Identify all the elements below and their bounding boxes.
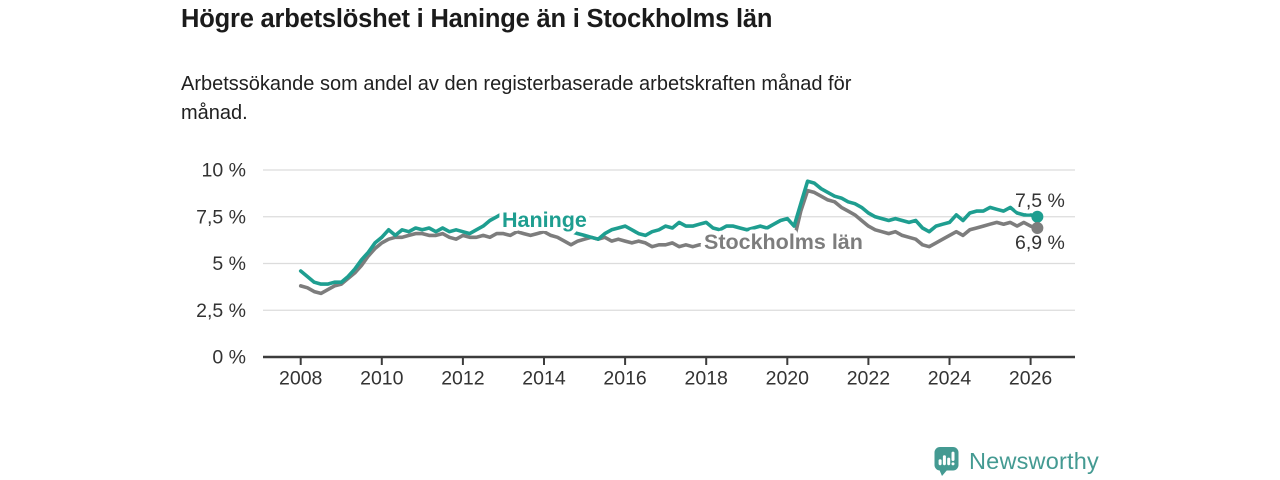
haninge-line: [298, 179, 1040, 286]
x-tick-label: 2022: [847, 368, 890, 390]
x-tick-label: 2026: [1009, 368, 1052, 390]
stockholms-lan-line: [298, 188, 1040, 296]
x-tick-label: 2024: [928, 368, 972, 390]
end-value-label-haninge: 7,5 %: [1015, 190, 1065, 212]
x-tick-label: 2010: [360, 368, 404, 390]
x-tick-label: 2016: [603, 368, 646, 390]
series-label-haninge: Haninge: [502, 208, 587, 232]
x-tick-label: 2014: [522, 368, 566, 390]
x-tick-label: 2018: [685, 368, 728, 390]
x-tick-label: 2020: [766, 368, 810, 390]
newsworthy-logo-text: Newsworthy: [969, 447, 1099, 474]
chart-subtitle: Arbetssökande som andel av den registerb…: [181, 70, 851, 128]
x-tick-label: 2008: [279, 368, 322, 390]
chart-subtitle-line2: månad.: [181, 102, 248, 124]
y-tick-label: 10 %: [202, 160, 246, 182]
chart-title: Högre arbetslöshet i Haninge än i Stockh…: [181, 5, 773, 33]
y-tick-label: 5 %: [212, 253, 246, 275]
haninge-end-dot: [1031, 210, 1044, 223]
newsworthy-logo-icon: [934, 447, 959, 476]
y-tick-label: 0 %: [212, 347, 246, 369]
series-label-stockholms-lan: Stockholms län: [704, 230, 863, 254]
chart-subtitle-line1: Arbetssökande som andel av den registerb…: [181, 73, 852, 95]
y-tick-label: 7,5 %: [196, 206, 246, 228]
newsworthy-logo: Newsworthy: [934, 446, 1099, 476]
stockholms-lan-end-dot: [1031, 221, 1044, 234]
x-tick-label: 2012: [441, 368, 484, 390]
y-tick-label: 2,5 %: [196, 300, 246, 322]
end-value-label-stockholms-lan: 6,9 %: [1015, 232, 1065, 254]
